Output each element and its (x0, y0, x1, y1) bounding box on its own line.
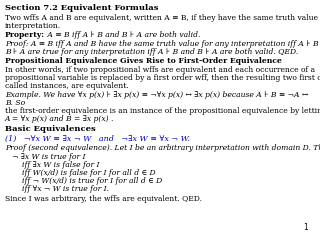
Text: interpretation.: interpretation. (5, 22, 61, 30)
Text: B. So: B. So (5, 99, 25, 107)
Text: iff ∀x ¬ W is true for I.: iff ∀x ¬ W is true for I. (22, 185, 109, 193)
Text: iff ∃x W is false for I: iff ∃x W is false for I (22, 161, 100, 169)
Text: A ≡ B iff A ⊦ B and B ⊦ A are both valid.: A ≡ B iff A ⊦ B and B ⊦ A are both valid… (45, 31, 201, 39)
Text: Proof: A ≡ B iff A and B have the same truth value for any interpretation iff A : Proof: A ≡ B iff A and B have the same t… (5, 40, 320, 48)
Text: 1: 1 (303, 223, 308, 232)
Text: A = ∀x p(x) and B = ∃x p(x) .: A = ∀x p(x) and B = ∃x p(x) . (5, 115, 114, 123)
Text: Two wffs A and B are equivalent, written A ≡ B, if they have the same truth valu: Two wffs A and B are equivalent, written… (5, 14, 320, 22)
Text: Basic Equivalences: Basic Equivalences (5, 125, 96, 133)
Text: called instances, are equivalent.: called instances, are equivalent. (5, 82, 129, 90)
Text: iff ¬ W(x/d) is true for I for all d ∈ D: iff ¬ W(x/d) is true for I for all d ∈ D (22, 177, 162, 185)
Text: iff W(x/d) is false for I for all d ∈ D: iff W(x/d) is false for I for all d ∈ D (22, 169, 156, 177)
Text: B ⊦ A are true for any interpretation iff A ⊦ B and B ⊦ A are both valid. QED.: B ⊦ A are true for any interpretation if… (5, 48, 298, 56)
Text: propositional variable is replaced by a first order wff, then the resulting two : propositional variable is replaced by a … (5, 74, 320, 82)
Text: Section 7.2 Equivalent Formulas: Section 7.2 Equivalent Formulas (5, 4, 158, 12)
Text: Since I was arbitrary, the wffs are equivalent. QED.: Since I was arbitrary, the wffs are equi… (5, 195, 202, 203)
Text: Example. We have ∀x p(x) ⊦ ∃x p(x) ≡ ¬∀x p(x) ↔ ∃x p(x) because A ⊦ B ≡ ¬A ↔: Example. We have ∀x p(x) ⊦ ∃x p(x) ≡ ¬∀x… (5, 91, 308, 99)
Text: the first-order equivalence is an instance of the propositional equivalence by l: the first-order equivalence is an instan… (5, 107, 320, 115)
Text: In other words, if two propositional wffs are equivalent and each occurrence of : In other words, if two propositional wff… (5, 66, 315, 74)
Text: Propositional Equivalence Gives Rise to First-Order Equivalence: Propositional Equivalence Gives Rise to … (5, 57, 282, 65)
Text: (1)   ¬∀x W ≡ ∃x ¬ W   and   ¬∃x W ≡ ∀x ¬ W.: (1) ¬∀x W ≡ ∃x ¬ W and ¬∃x W ≡ ∀x ¬ W. (5, 135, 190, 143)
Text: Proof (second equivalence). Let I be an arbitrary interpretation with domain D. : Proof (second equivalence). Let I be an … (5, 144, 320, 152)
Text: Property:: Property: (5, 31, 45, 39)
Text: ¬ ∃x W is true for I: ¬ ∃x W is true for I (12, 153, 85, 161)
